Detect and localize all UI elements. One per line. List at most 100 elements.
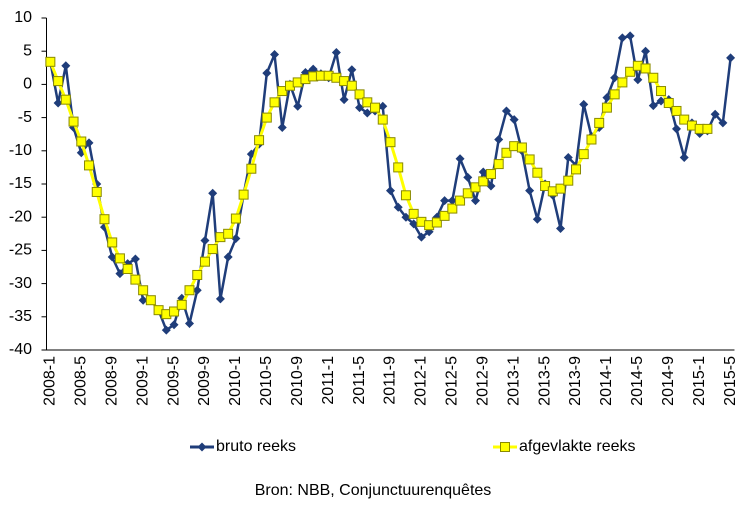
point [261,112,272,123]
point [532,214,542,224]
point [447,196,457,206]
y-tick-label: -15 [9,175,32,192]
x-tick-label: 2008-1 [42,356,59,406]
point [262,68,272,78]
point [625,66,636,77]
point [563,175,574,186]
x-tick-label: 2012-9 [474,356,491,406]
point [702,123,713,134]
point [409,219,419,229]
point [215,294,225,304]
x-tick-label: 2012-1 [413,356,430,406]
point [478,176,489,187]
point [185,318,195,328]
point [462,188,473,199]
x-tick-label: 2011-1 [320,356,337,405]
point [138,295,148,305]
point [145,295,156,306]
point [370,102,381,113]
x-tick-label: 2009-9 [196,356,213,406]
point [107,237,118,248]
x-tick-label: 2014-9 [660,356,677,406]
x-tick-label: 2015-1 [691,356,708,406]
point [455,154,465,164]
legend-marker [500,442,510,452]
point [601,102,612,113]
point [377,114,388,125]
point [115,269,125,279]
point [463,172,473,182]
y-tick-label: -5 [18,109,32,126]
series-line [49,34,732,333]
point [138,285,149,296]
point [494,135,504,145]
point [516,142,527,153]
point [385,137,396,148]
point [431,217,442,228]
point [594,117,605,128]
point [671,105,682,116]
point [633,75,643,85]
point [540,180,551,191]
legend-label: bruto reeks [216,438,296,455]
point [679,152,689,162]
legend-label: afgevlakte reeks [519,438,636,455]
point [254,135,265,146]
point [641,46,651,56]
point [223,252,233,262]
point [84,138,94,148]
point [640,63,651,74]
point [493,159,504,170]
point [501,106,511,116]
y-tick-label: -25 [9,242,32,259]
point [169,306,180,317]
legend-marker [197,442,207,452]
y-tick-label: 0 [23,76,32,93]
point [486,181,496,191]
x-tick-label: 2009-1 [134,356,151,406]
point [122,263,133,274]
point [231,233,241,243]
point [439,210,450,221]
point [602,93,612,103]
y-tick-label: -30 [9,275,32,292]
point [130,274,141,285]
point [176,299,187,310]
point [556,223,566,233]
point [455,195,466,206]
point [199,256,210,267]
point [656,96,666,106]
x-tick-label: 2011-9 [382,356,399,405]
point [99,214,110,225]
x-tick-label: 2013-9 [567,356,584,406]
point [45,56,56,67]
point [393,162,404,173]
point [679,114,690,125]
point [61,61,71,71]
point [555,183,566,194]
x-tick-label: 2009-5 [165,356,182,406]
point [532,167,543,178]
x-tick-label: 2010-1 [227,356,244,406]
x-tick-label: 2012-5 [444,356,461,406]
point [563,152,573,162]
point [671,124,681,134]
point [525,186,535,196]
point [470,182,481,193]
point [223,228,234,239]
point [339,95,349,105]
point [401,212,411,222]
point [501,147,512,158]
x-tick-label: 2008-9 [103,356,120,406]
point [200,235,210,245]
x-tick-label: 2013-1 [505,356,522,406]
point [347,65,357,75]
x-tick-label: 2015-5 [722,356,739,406]
x-tick-label: 2014-1 [598,356,615,406]
point [400,190,411,201]
point [571,164,582,175]
point [192,269,203,280]
point [726,53,736,63]
point [76,136,87,147]
point [53,76,64,87]
